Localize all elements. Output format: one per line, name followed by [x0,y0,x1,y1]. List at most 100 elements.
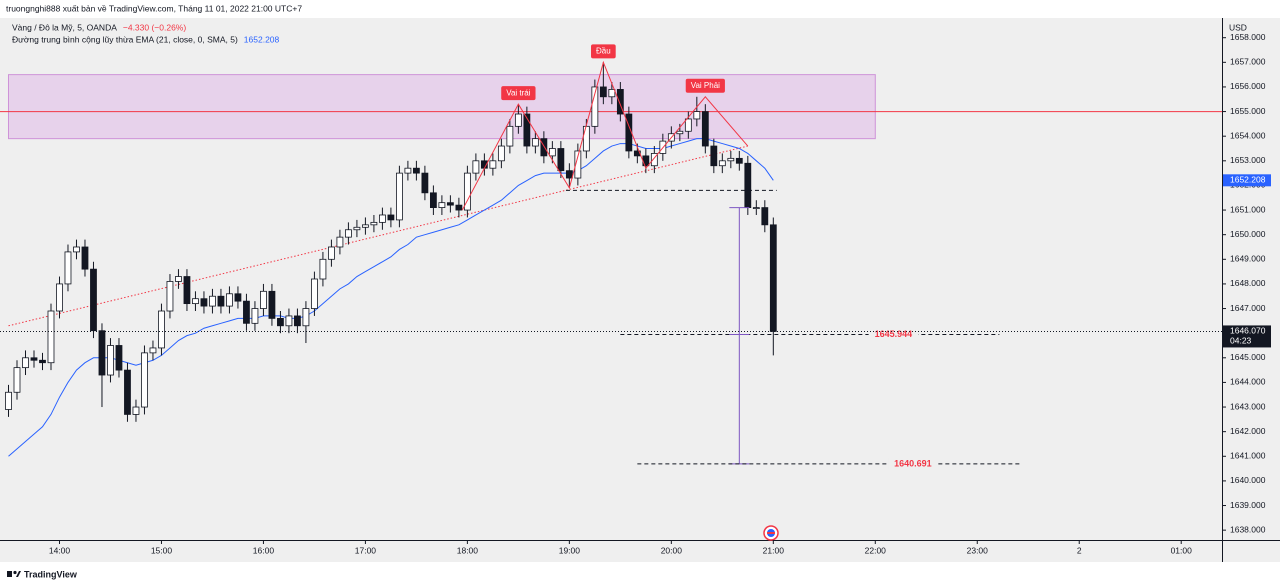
x-tick-label: 23:00 [967,545,989,555]
candle-body [565,170,573,179]
candle-body [22,357,29,369]
x-tick-label: 19:00 [559,545,581,555]
candle-body [13,367,21,393]
y-tick-label: 1643.000 [1230,401,1266,411]
candle-body [514,113,522,127]
price-tag-countdown: 04:23 [1230,336,1252,346]
x-tick-label: 21:00 [763,545,785,555]
candle-body [412,167,420,174]
candle-body [56,283,63,312]
candle-body [370,221,378,226]
candle-body [693,111,701,120]
x-tick-label: 17:00 [355,545,377,555]
candle-body [616,89,624,115]
y-tick-label: 1642.000 [1230,426,1266,436]
price-tag-label: 1646.070 [1230,326,1266,336]
candle-body [548,148,556,157]
candle-body [752,207,760,209]
x-tick-label: 01:00 [1171,545,1193,555]
pattern-label: Vai Phải [691,81,720,90]
event-icon [763,525,779,541]
candle-body [421,172,429,194]
candle-body [39,359,46,364]
candle-body [718,160,726,167]
candle-body [166,281,174,312]
candle-body [438,202,446,208]
candle-body [506,125,514,147]
y-tick-label: 1644.000 [1230,377,1266,387]
pattern-label-box [501,86,536,101]
price-tag-label: 1652.208 [1230,175,1266,185]
x-tick-label: 20:00 [661,545,683,555]
candle-body [379,214,386,223]
candle-body [98,330,106,376]
candle-body [582,125,590,152]
price-axis-background [1222,18,1280,562]
candle-body [217,295,225,307]
x-tick-label: 14:00 [49,545,71,555]
candle-body [769,224,777,332]
time-axis-background [0,540,1222,562]
pattern-label-box [685,78,725,93]
supply-zone [7,74,876,140]
candle-body [209,295,216,307]
candle-body [727,157,735,162]
y-tick-label: 1645.000 [1230,352,1266,362]
candle-body [523,113,531,147]
candle-body [701,111,709,147]
candle-body [684,118,692,132]
candle-body [5,391,12,410]
brand: TradingView [24,569,78,579]
pattern-line [461,60,749,211]
y-tick-label: 1654.000 [1230,130,1266,140]
candle-body [175,276,182,282]
candle-body [30,357,38,361]
y-tick-label: 1640.000 [1230,475,1266,485]
target-label-bg [888,457,938,470]
candle-body [387,214,395,221]
candle-body [446,202,454,206]
candle-body [608,89,616,98]
y-tick-label: 1656.000 [1230,81,1266,91]
candle-body [463,172,471,211]
candle-body [328,246,335,260]
candle-body [336,236,344,248]
pattern-label-box [591,44,616,59]
candle-body [132,406,140,415]
candle-body [557,148,565,172]
candle-body [81,246,89,270]
pattern-label: Đầu [596,46,611,55]
overlay: Vàng / Đô la Mỹ, 5, OANDA −4.330 (−0.26%… [12,22,280,44]
candle-body [362,224,369,228]
y-tick-label: 1657.000 [1230,57,1266,67]
target-label-bg [868,328,919,341]
candle-body [319,258,327,280]
axis-unit: USD [1229,22,1247,32]
candle-body [761,207,769,226]
candle-body [115,345,123,371]
candle-body [268,290,276,319]
candle-body [489,160,497,169]
price-change: −4.330 (−0.26%) [123,22,186,32]
candle-body [285,315,293,327]
candle-body [353,226,361,231]
y-tick-label: 1648.000 [1230,278,1266,288]
legend-value: 1652.208 [244,34,280,44]
legend-entry: Đường trung bình cộng lũy thừa EMA (21, … [12,34,238,44]
y-tick-label: 1638.000 [1230,524,1266,534]
target-label: 1640.691 [894,458,932,468]
candle-body [455,204,463,211]
candle-body [90,268,97,332]
candle-body [226,293,233,307]
y-tick-label: 1655.000 [1230,106,1266,116]
candle-body [192,298,199,305]
candle-body [676,130,684,135]
x-tick-label: 2 [1077,545,1082,555]
candle-body [710,145,718,167]
y-tick-label: 1658.000 [1230,32,1266,42]
candle-body [124,369,131,415]
candle-body [396,172,403,221]
candle-body [64,251,72,285]
